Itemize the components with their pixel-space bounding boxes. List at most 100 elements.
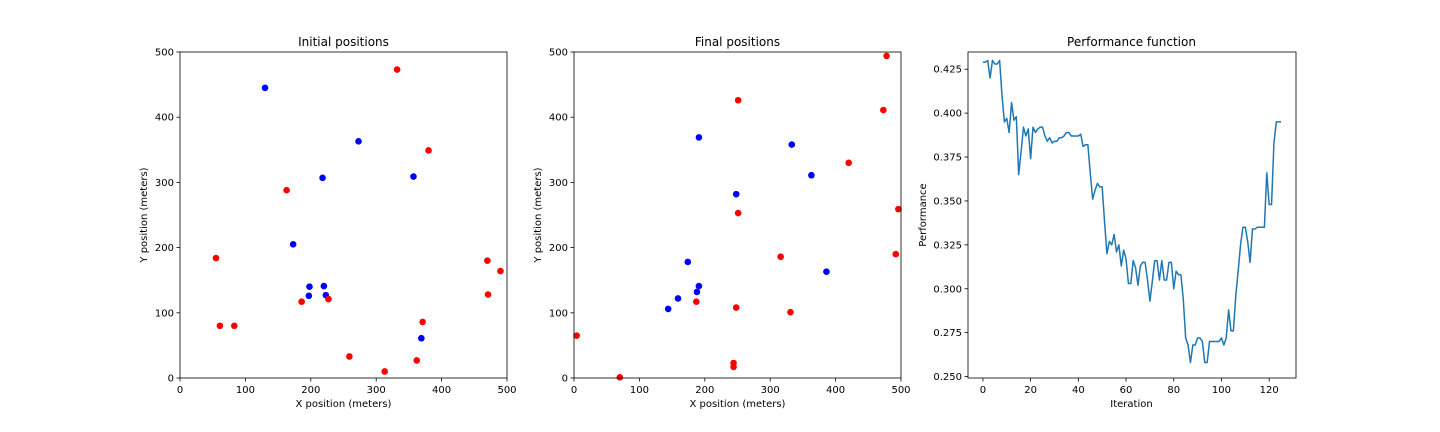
performance-function-x-tick-label: 40 [1072,385,1085,396]
final-positions-point [845,159,852,167]
performance-function-title: Performance function [1067,35,1196,49]
final-positions-point [695,134,703,141]
final-positions-y-tick-label: 200 [549,243,568,254]
performance-function-y-tick-label: 0.250 [933,372,962,383]
final-positions-x-tick-label: 200 [695,385,714,396]
initial-positions-point [306,283,313,291]
final-positions-point [823,268,830,276]
initial-positions-point [305,292,313,300]
final-positions-point [730,363,737,371]
final-positions-x-tick-label: 100 [630,385,649,396]
performance-function-y-tick-label: 0.425 [933,65,962,76]
final-positions-point [787,308,794,316]
initial-positions-point [484,257,491,264]
performance-function-x-tick-label: 0 [980,385,986,396]
final-positions-title: Final positions [695,35,780,49]
performance-function-y-tick-label: 0.400 [933,109,962,120]
final-positions-y-tick-label: 100 [549,308,568,319]
initial-positions-x-tick-label: 300 [367,385,386,396]
initial-positions-point [425,147,432,154]
initial-positions-point [289,241,297,248]
initial-positions-y-tick-label: 500 [155,48,174,59]
initial-positions-xlabel: X position (meters) [296,399,392,410]
performance-function-panel: Performance function Iteration Performan… [918,35,1297,410]
final-positions-point [880,106,887,114]
final-positions-axes-frame [573,51,902,379]
initial-positions-point [484,291,492,298]
final-positions-point [695,282,703,290]
final-positions-point [808,171,815,179]
performance-function-x-tick-label: 60 [1120,385,1133,396]
performance-function-xlabel: Iteration [1110,399,1152,410]
performance-function-y-tick-label: 0.375 [933,153,962,164]
final-positions-point [693,288,701,296]
final-positions-panel: Final positions X position (meters) Y po… [533,35,911,410]
performance-function-x-tick-label: 80 [1167,385,1180,396]
initial-positions-point [497,267,504,275]
performance-function-x-tick-label: 100 [1212,385,1231,396]
final-positions-point [693,298,700,306]
initial-positions-y-tick-label: 200 [155,243,174,254]
initial-positions-point [393,66,401,73]
final-positions-point [616,374,624,381]
initial-positions-point [261,84,269,92]
initial-positions-x-tick-label: 500 [497,385,516,396]
final-positions-y-tick-label: 500 [549,48,568,59]
final-positions-ylabel: Y position (meters) [533,167,544,263]
initial-positions-point [419,318,426,326]
final-positions-x-tick-label: 400 [826,385,845,396]
initial-positions-point [230,322,238,330]
final-positions-y-tick-label: 300 [549,178,568,189]
final-positions-point [895,205,902,213]
final-positions-y-tick-label: 400 [549,113,568,124]
initial-positions-y-tick-label: 300 [155,178,174,189]
initial-positions-x-tick-label: 200 [301,385,320,396]
final-positions-x-tick-label: 500 [891,385,910,396]
final-positions-point [892,250,900,258]
final-positions-point [883,52,890,60]
performance-function-ylabel: Performance [918,183,929,246]
performance-function-y-tick-label: 0.350 [933,196,962,207]
performance-function-y-tick-label: 0.325 [933,240,962,251]
performance-function-y-tick-label: 0.275 [933,328,962,339]
final-positions-point [788,141,796,148]
performance-function-series-line [982,59,1282,364]
initial-positions-y-tick-label: 400 [155,113,174,124]
initial-positions-point [418,334,425,342]
initial-positions-point [325,295,332,303]
initial-positions-x-tick-label: 400 [432,385,451,396]
initial-positions-point [283,186,290,194]
initial-positions-point [319,174,326,182]
initial-positions-point [298,298,305,306]
final-positions-point [777,253,784,261]
initial-positions-point [381,368,389,375]
initial-positions-panel: Initial positions X position (meters) Y … [139,35,517,410]
final-positions-point [684,258,692,266]
final-positions-point [674,295,682,302]
initial-positions-x-tick-label: 0 [177,385,183,396]
initial-positions-x-tick-label: 100 [236,385,255,396]
initial-positions-title: Initial positions [298,35,389,49]
final-positions-point [734,96,742,104]
performance-function-axes-frame [967,51,1297,379]
final-positions-x-tick-label: 0 [571,385,577,396]
initial-positions-ylabel: Y position (meters) [139,167,150,263]
final-positions-y-tick-label: 0 [562,374,568,385]
final-positions-xlabel: X position (meters) [690,399,786,410]
final-positions-point [664,305,672,313]
final-positions-point [573,332,580,339]
initial-positions-point [346,353,353,360]
initial-positions-y-tick-label: 100 [155,308,174,319]
initial-positions-point [410,173,417,180]
initial-positions-point [355,138,362,145]
initial-positions-point [216,322,224,330]
initial-positions-point [212,254,220,262]
final-positions-point [732,304,740,311]
performance-function-x-tick-label: 20 [1024,385,1037,396]
initial-positions-axes-frame [179,51,508,379]
performance-function-x-tick-label: 120 [1260,385,1279,396]
final-positions-point [732,190,740,198]
final-positions-x-tick-label: 300 [761,385,780,396]
initial-positions-point [413,357,421,364]
